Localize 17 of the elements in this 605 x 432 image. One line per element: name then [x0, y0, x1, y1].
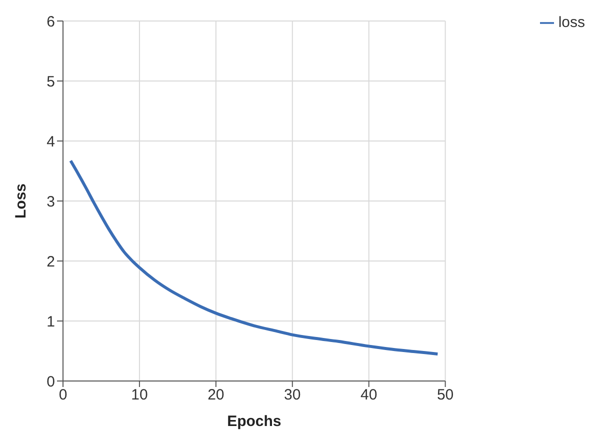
- y-tick-label: 3: [46, 193, 55, 210]
- legend-label: loss: [558, 14, 585, 31]
- line-series: [69, 159, 440, 356]
- y-tick-label: 5: [46, 73, 55, 90]
- y-tick-label: 4: [46, 133, 55, 150]
- x-tick-label: 10: [131, 386, 148, 404]
- x-axis-title: Epochs: [227, 413, 282, 430]
- y-tick-label: 0: [46, 373, 55, 390]
- y-tick-label: 6: [46, 13, 55, 30]
- y-axis-title: Loss: [12, 183, 30, 219]
- y-tick-label: 1: [46, 313, 55, 330]
- y-tick-label: 2: [46, 253, 55, 270]
- x-tick-label: 50: [436, 386, 454, 404]
- x-tick-label: 40: [360, 386, 378, 404]
- x-tick-label: 0: [58, 386, 68, 404]
- x-tick-label: 20: [208, 386, 224, 404]
- x-tick-label: 30: [284, 386, 301, 404]
